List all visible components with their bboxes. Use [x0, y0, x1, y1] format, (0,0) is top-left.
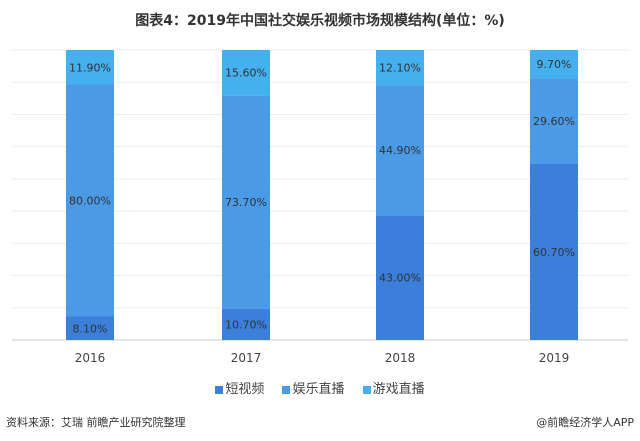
data-label: 10.70%: [225, 318, 267, 331]
bar-segment: [530, 163, 578, 340]
legend-label: 娱乐直播: [292, 382, 345, 397]
legend-item-short-video: 短视频: [215, 378, 264, 397]
source-note: 资料来源：艾瑞 前瞻产业研究院整理: [6, 416, 186, 429]
legend-label: 短视频: [225, 382, 265, 397]
legend-label: 游戏直播: [372, 382, 425, 397]
bar-segment: [66, 50, 114, 85]
x-tick-label: 2017: [231, 351, 262, 365]
legend-item-entertainment-live: 娱乐直播: [282, 378, 345, 397]
data-label: 9.70%: [537, 58, 572, 71]
data-label: 80.00%: [69, 195, 111, 208]
data-label: 11.90%: [69, 61, 111, 74]
bar-segment: [530, 78, 578, 164]
data-label: 15.60%: [225, 67, 267, 80]
data-label: 73.70%: [225, 196, 267, 209]
data-label: 8.10%: [73, 322, 108, 335]
x-tick-label: 2018: [385, 351, 416, 365]
x-tick-label: 2016: [75, 351, 106, 365]
legend-item-game-live: 游戏直播: [362, 378, 425, 397]
legend-swatch: [362, 385, 371, 394]
bar-segment: [66, 84, 114, 317]
bar-segment: [66, 316, 114, 340]
legend-swatch: [282, 385, 291, 394]
bar-segment: [222, 95, 270, 309]
bar-segment: [376, 215, 424, 340]
data-label: 44.90%: [379, 144, 421, 157]
x-tick-label: 2019: [539, 351, 570, 365]
stacked-bar-chart: 8.10% 80.00% 11.90% 2016 10.70% 73.70% 15.60% 2…: [12, 49, 628, 365]
data-label: 43.00%: [379, 272, 421, 285]
legend-swatch: [215, 385, 224, 394]
bar-segment: [376, 50, 424, 86]
bar-segment: [222, 308, 270, 340]
legend: 短视频 娱乐直播 游戏直播: [0, 378, 640, 397]
data-label: 29.60%: [533, 115, 575, 128]
data-label: 60.70%: [533, 246, 575, 259]
bar-segment: [222, 50, 270, 96]
credit-note: @前瞻经济学人APP: [536, 416, 634, 429]
data-label: 12.10%: [379, 62, 421, 75]
bar-segment: [530, 50, 578, 79]
bar-segment: [376, 85, 424, 216]
chart-title: 图表4：2019年中国社交娱乐视频市场规模结构(单位：%): [135, 13, 505, 29]
